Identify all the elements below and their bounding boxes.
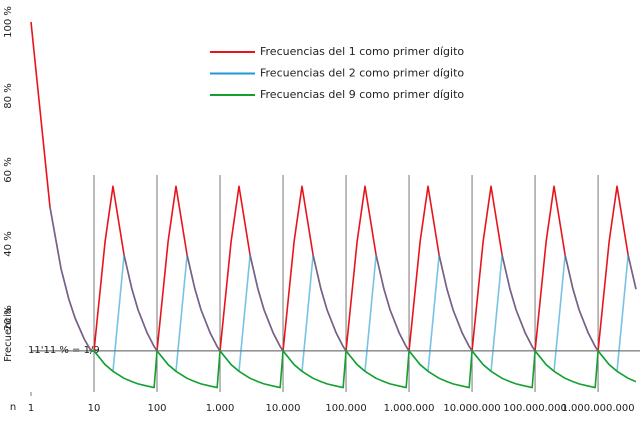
legend-label: Frecuencias del 1 como primer dígito: [260, 45, 464, 58]
series-line: [49, 206, 637, 373]
y-tick-label: 20 %: [3, 305, 14, 330]
x-tick-label: 10.000: [266, 403, 301, 414]
x-tick-label: 1: [28, 403, 34, 414]
x-tick-label: 1.000.000.000: [561, 403, 634, 414]
x-tick-label: 1.000: [206, 403, 235, 414]
legend-label: Frecuencias del 2 como primer dígito: [260, 67, 464, 80]
y-axis-label: Frecuencia: [3, 308, 14, 362]
series-line: [91, 350, 637, 389]
legend: Frecuencias del 1 como primer dígito Frec…: [210, 45, 464, 101]
x-tick-label: 10: [88, 403, 101, 414]
x-tick-label: 100: [147, 403, 166, 414]
y-tick-label: 80 %: [3, 83, 14, 108]
x-tick-label: 1.000.000: [384, 403, 435, 414]
y-tick-label: 60 %: [3, 157, 14, 182]
y-tick-label: 40 %: [3, 231, 14, 256]
reference-label: 11'11 % = 1/9: [28, 345, 100, 356]
y-tick-label: 100 %: [3, 6, 14, 38]
x-tick-label: 100.000: [325, 403, 366, 414]
legend-label: Frecuencias del 9 como primer dígito: [260, 88, 464, 101]
x-tick-label: 10.000.000: [443, 403, 500, 414]
x-axis-label: n: [10, 402, 16, 413]
x-tick-label: 100.000.000: [503, 403, 567, 414]
